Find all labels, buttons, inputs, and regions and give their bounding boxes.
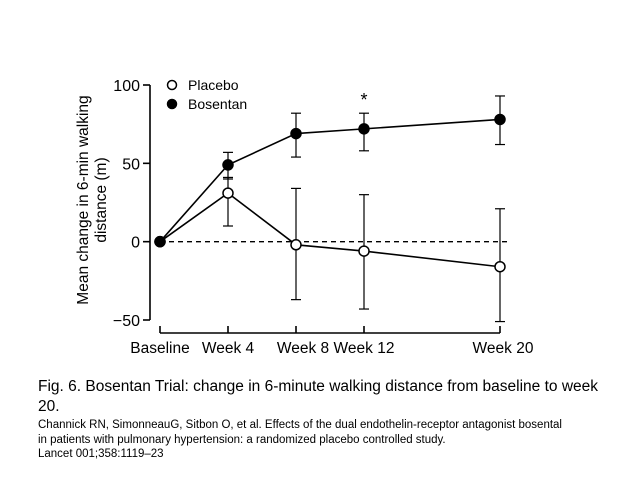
x-tick-label: Week 4 xyxy=(202,340,255,357)
data-point xyxy=(494,260,506,273)
x-tick-label: Week 12 xyxy=(334,340,395,357)
y-axis-label-line: distance (m) xyxy=(93,157,110,242)
citation-line-3: Lancet 001;358:1119–23 xyxy=(38,448,164,460)
citation-line-2: in patients with pulmonary hypertension:… xyxy=(38,433,446,446)
y-tick-label: −50 xyxy=(113,313,140,330)
y-tick-label: 50 xyxy=(122,156,140,173)
x-tick-label: Baseline xyxy=(130,340,189,357)
legend-marker xyxy=(166,98,178,110)
data-point xyxy=(290,239,302,251)
data-point xyxy=(358,123,370,135)
walking-distance-chart: 100 50 0 −50 Baseline Week 4 Week 8 Week 12 Week… xyxy=(75,77,534,357)
series-placebo xyxy=(154,176,506,323)
y-axis-label-line: Mean change in 6-min walking xyxy=(75,95,92,304)
data-point xyxy=(290,127,302,140)
data-point xyxy=(494,113,506,126)
data-point xyxy=(358,245,370,257)
data-point xyxy=(222,187,234,199)
figure-caption-title: Fig. 6. Bosentan Trial: change in 6-minu… xyxy=(38,378,599,415)
citation-line-1: Channick RN, SimonneauG, Sitbon O, et al… xyxy=(38,419,562,431)
y-tick-label: 0 xyxy=(131,235,140,252)
y-tick-label: 100 xyxy=(113,78,140,95)
legend-marker xyxy=(166,79,178,91)
data-point xyxy=(222,159,234,171)
series-line xyxy=(159,118,501,243)
x-tick-label: Week 20 xyxy=(473,340,534,357)
y-axis-label: Mean change in 6-min walkingdistance (m) xyxy=(75,95,110,304)
x-tick-label: Week 8 xyxy=(277,340,329,357)
legend-label: Placebo xyxy=(188,77,239,93)
significance-annotation: * xyxy=(360,90,367,110)
figure-citation: Channick RN, SimonneauG, Sitbon O, et al… xyxy=(38,418,628,462)
series-bosentan xyxy=(154,95,506,248)
legend-label: Bosentan xyxy=(188,96,247,112)
series-line xyxy=(159,192,501,268)
data-point xyxy=(154,235,166,248)
